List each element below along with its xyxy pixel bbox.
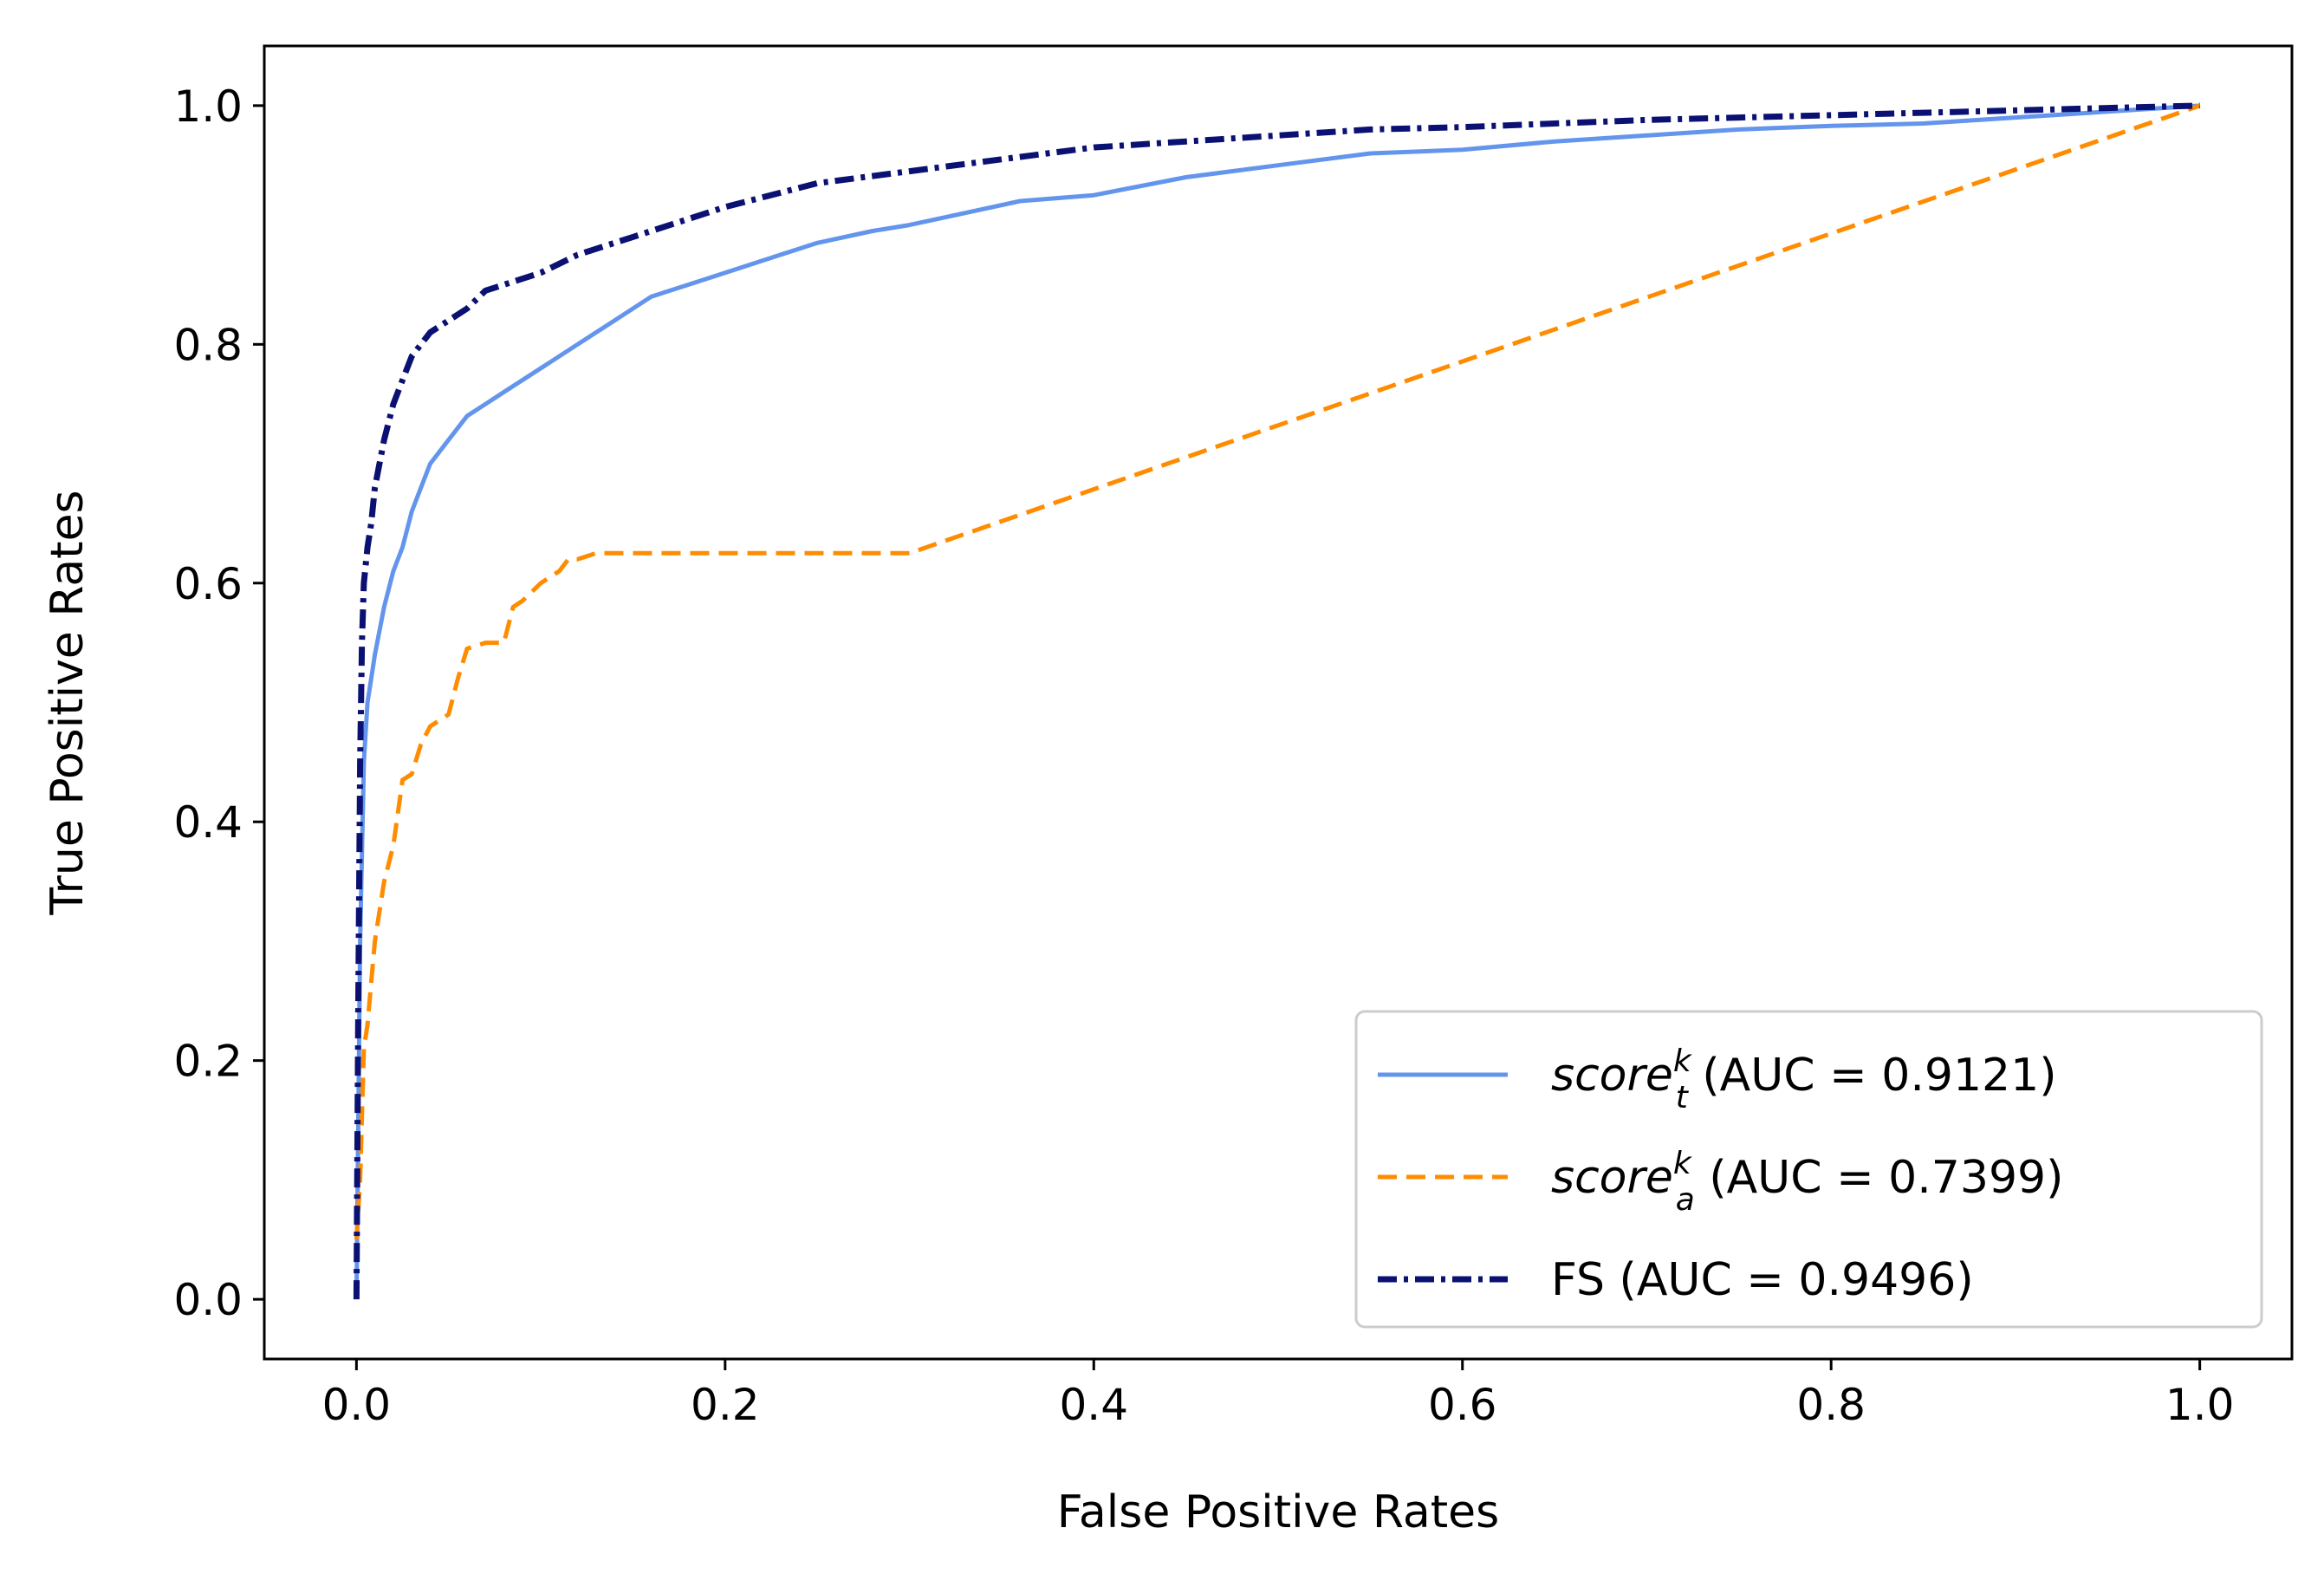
x-tick-label-4: 0.8 — [1796, 1380, 1866, 1430]
series-line-1 — [354, 103, 2200, 1300]
x-tick-label-1: 0.2 — [691, 1380, 760, 1430]
y-tick-label-5: 1.0 — [173, 81, 243, 132]
series-line-3 — [353, 102, 2200, 1300]
series-layer — [353, 102, 2201, 1300]
legend-box — [1354, 1010, 2263, 1329]
y-tick-label-4: 0.8 — [173, 320, 243, 370]
y-tick-label-3: 0.6 — [173, 559, 243, 609]
legend-label-2: scorek a (AUC = 0.7399) — [1551, 1146, 2063, 1218]
legend-label-3: FS (AUC = 0.9496) — [1551, 1254, 1974, 1306]
legend-label-1: scorek t (AUC = 0.9121) — [1551, 1044, 2056, 1115]
series-line-2 — [354, 103, 2201, 1240]
x-tick-label-2: 0.4 — [1060, 1380, 1129, 1430]
plot-frame — [263, 44, 2294, 1361]
x-axis-label: False Positive Rates — [1057, 1486, 1499, 1538]
y-tick-label-1: 0.2 — [173, 1037, 243, 1087]
x-axis: 0.0 0.2 0.4 0.6 0.8 1.0 — [322, 1359, 2235, 1430]
y-axis: 0.0 0.2 0.4 0.6 0.8 1.0 — [173, 81, 264, 1325]
y-axis-label: True Positive Rates — [42, 490, 94, 915]
x-tick-label-0: 0.0 — [322, 1380, 392, 1430]
y-tick-label-0: 0.0 — [173, 1275, 243, 1325]
legend: scorek t (AUC = 0.9121) scorek a (AUC = 0.7… — [1354, 1010, 2263, 1329]
x-tick-label-5: 1.0 — [2165, 1380, 2235, 1430]
x-tick-label-3: 0.6 — [1428, 1380, 1497, 1430]
y-tick-label-2: 0.4 — [173, 797, 243, 848]
